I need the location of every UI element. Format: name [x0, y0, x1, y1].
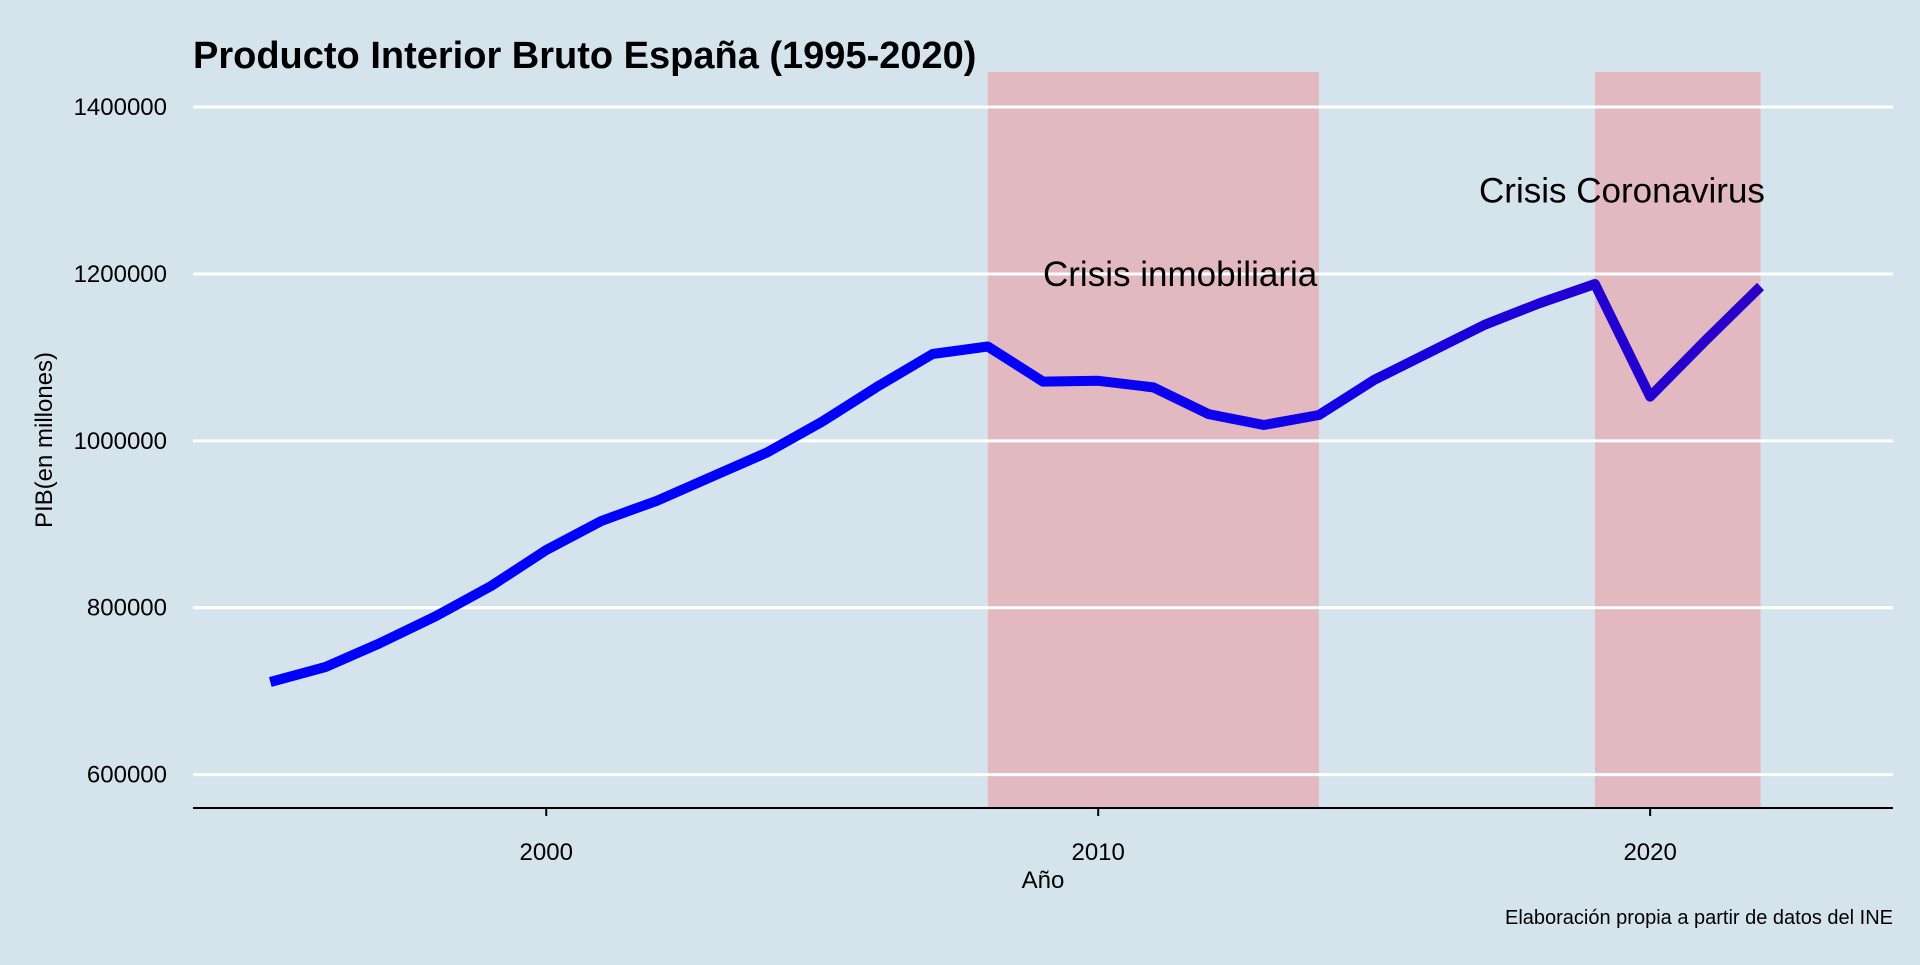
y-tick-label: 800000	[87, 595, 167, 622]
y-axis-label: PIB(en millones)	[31, 352, 58, 528]
y-tick-label: 600000	[87, 762, 167, 789]
annotation-label-2: Crisis Coronavirus	[1479, 171, 1765, 210]
x-tick-label: 2010	[1071, 839, 1124, 866]
annotation-label-1: Crisis inmobiliaria	[1043, 255, 1318, 294]
x-tick-label: 2020	[1623, 839, 1676, 866]
x-axis-label: Año	[1022, 867, 1065, 894]
y-tick-label: 1400000	[74, 94, 167, 121]
chart-title: Producto Interior Bruto España (1995-202…	[193, 35, 976, 77]
x-tick-label: 2000	[520, 839, 573, 866]
y-tick-label: 1200000	[74, 261, 167, 288]
chart-caption: Elaboración propia a partir de datos del…	[1505, 907, 1893, 929]
y-tick-label: 1000000	[74, 428, 167, 455]
